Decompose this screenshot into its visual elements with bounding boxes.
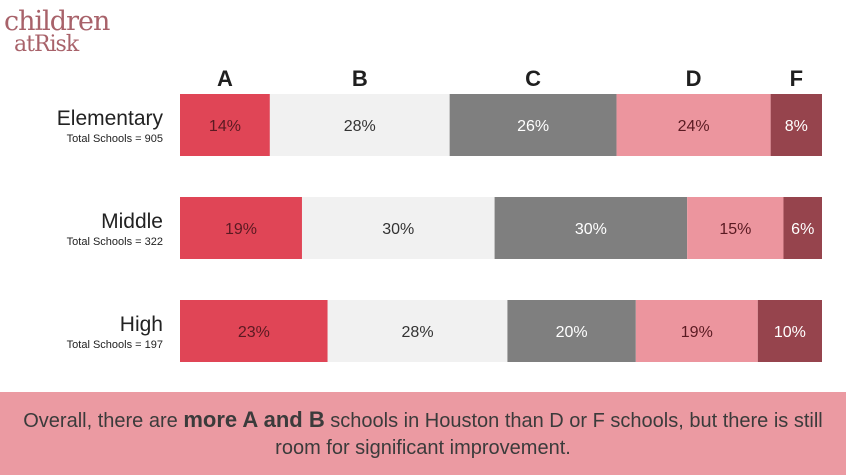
summary-text-emphasis: more A and B xyxy=(183,406,325,432)
data-label-middle-a: 19% xyxy=(225,221,257,238)
series-header-b: B xyxy=(352,66,368,91)
bar-segment-middle-a xyxy=(180,197,302,259)
data-label-high-a: 23% xyxy=(238,324,270,341)
data-label-high-c: 20% xyxy=(556,324,588,341)
bar-segment-elementary-f xyxy=(770,94,822,156)
bar-segment-middle-c xyxy=(494,197,688,259)
bar-segment-elementary-c xyxy=(449,94,617,156)
data-label-middle-f: 6% xyxy=(791,221,814,238)
row-label-high: High xyxy=(120,313,163,336)
row-sublabel-high: Total Schools = 197 xyxy=(67,339,163,351)
bar-segment-elementary-b xyxy=(269,94,450,156)
data-label-middle-b: 30% xyxy=(382,221,414,238)
row-label-middle: Middle xyxy=(101,210,163,233)
series-header-f: F xyxy=(790,66,803,91)
data-label-elementary-d: 24% xyxy=(678,118,710,135)
data-label-elementary-f: 8% xyxy=(785,118,808,135)
bar-segment-middle-f xyxy=(783,197,822,259)
bar-segment-elementary-d xyxy=(616,94,771,156)
bar-segment-middle-b xyxy=(301,197,495,259)
data-label-elementary-a: 14% xyxy=(209,118,241,135)
series-header-a: A xyxy=(217,66,233,91)
data-label-elementary-c: 26% xyxy=(517,118,549,135)
summary-text-post: schools in Houston than D or F schools, … xyxy=(275,409,823,459)
bar-segment-high-d xyxy=(635,300,758,362)
row-sublabel-elementary: Total Schools = 905 xyxy=(67,133,163,145)
stacked-bar-chart: A B C D F Elementary Total Schools = 905 14% 28%… xyxy=(57,66,822,362)
data-label-high-f: 10% xyxy=(774,324,806,341)
bar-segment-elementary-a xyxy=(180,94,270,156)
data-label-high-b: 28% xyxy=(402,324,434,341)
bar-segment-high-f xyxy=(757,300,822,362)
row-sublabel-middle: Total Schools = 322 xyxy=(67,236,163,248)
children-at-risk-logo: children atRisk xyxy=(4,6,114,56)
bar-segment-high-a xyxy=(180,300,328,362)
data-label-high-d: 19% xyxy=(681,324,713,341)
bar-segment-middle-d xyxy=(687,197,784,259)
logo-line-1: children xyxy=(4,6,110,37)
data-label-middle-d: 15% xyxy=(719,221,751,238)
summary-text: Overall, there are more A and B schools … xyxy=(13,406,833,462)
data-label-middle-c: 30% xyxy=(575,221,607,238)
series-header-d: D xyxy=(686,66,702,91)
series-header-c: C xyxy=(525,66,541,91)
bar-segment-high-b xyxy=(327,300,508,362)
summary-banner: Overall, there are more A and B schools … xyxy=(0,392,846,475)
summary-text-pre: Overall, there are xyxy=(23,409,184,432)
logo-line-2: atRisk xyxy=(14,32,79,57)
row-label-elementary: Elementary xyxy=(57,107,164,130)
bar-segment-high-c xyxy=(507,300,636,362)
data-label-elementary-b: 28% xyxy=(344,118,376,135)
